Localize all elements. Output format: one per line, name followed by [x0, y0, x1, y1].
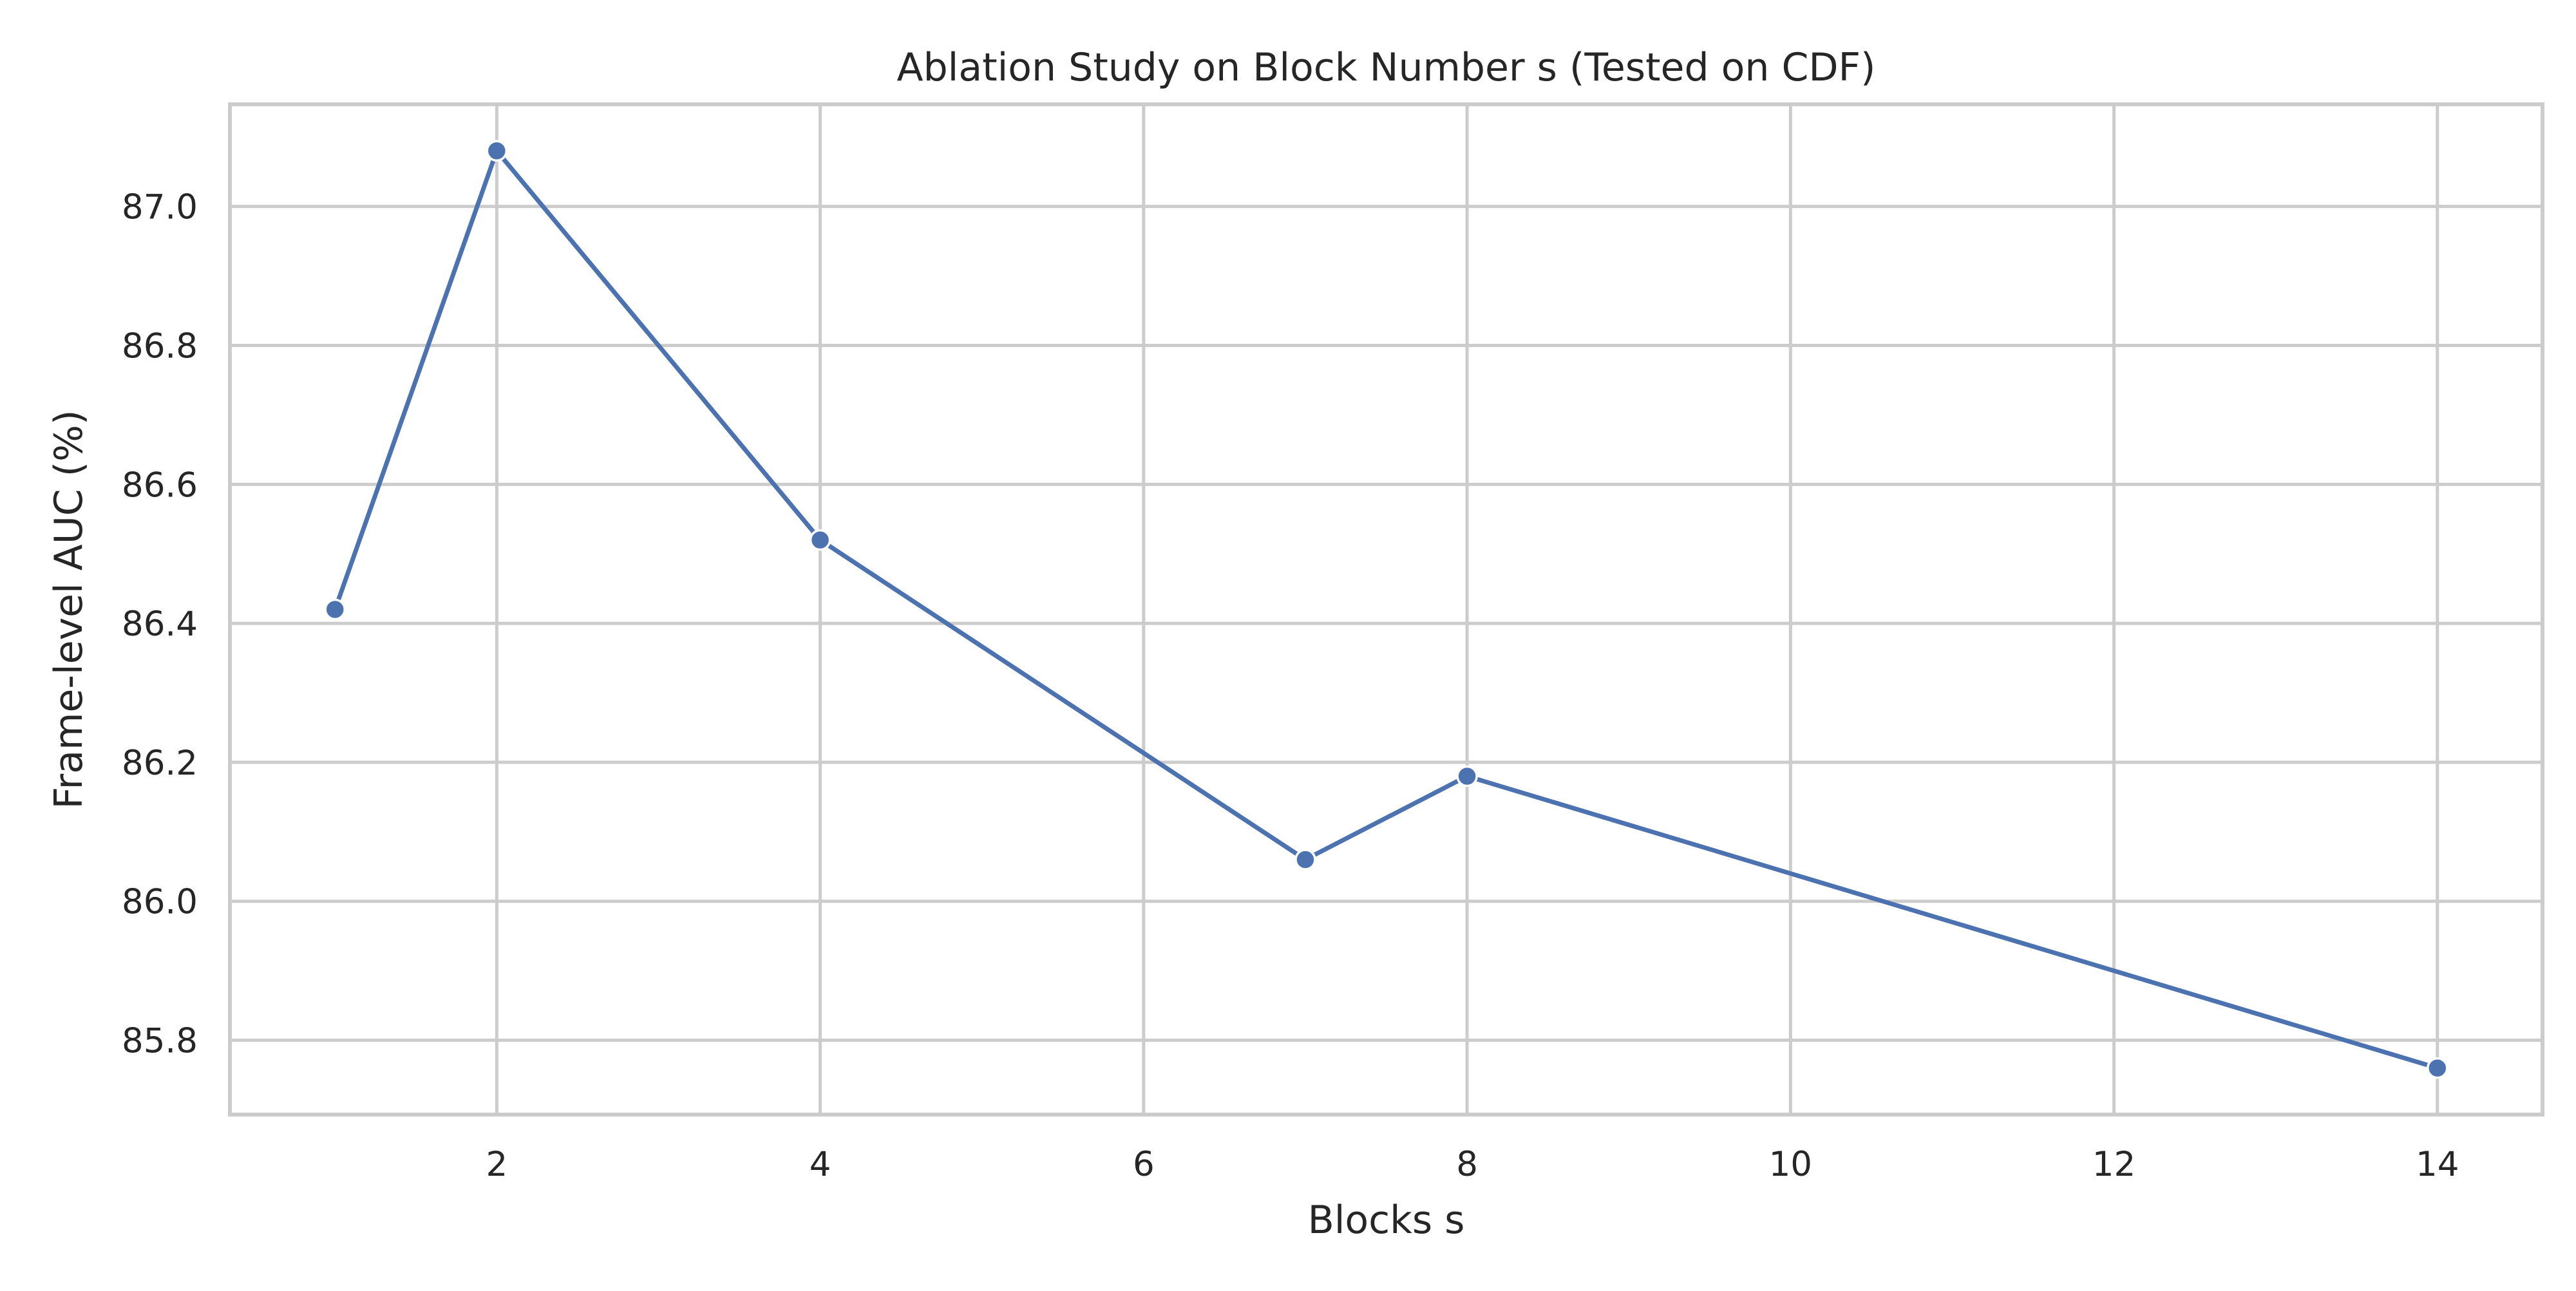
y-tick-label: 85.8 [122, 1022, 198, 1061]
y-axis-label: Frame-level AUC (%) [46, 410, 91, 809]
x-axis-label: Blocks s [1308, 1198, 1465, 1243]
x-tick-label: 8 [1456, 1145, 1478, 1184]
grid-lines [230, 104, 2543, 1115]
x-tick-label: 14 [2416, 1145, 2459, 1184]
x-tick-label: 10 [1769, 1145, 1812, 1184]
data-point [324, 598, 346, 621]
data-point [2427, 1057, 2448, 1079]
series-line [332, 148, 2440, 1071]
chart-title: Ablation Study on Block Number s (Tested… [897, 45, 1876, 90]
data-point [1294, 849, 1316, 871]
tick-labels: 2 4 6 8 10 12 14 85.8 86.0 86.2 86.4 86.6 86.8 87.0 [122, 188, 2459, 1184]
y-tick-label: 86.6 [122, 466, 198, 505]
data-point [1456, 765, 1478, 787]
data-point [809, 529, 831, 551]
x-tick-label: 2 [486, 1145, 507, 1184]
y-tick-label: 86.4 [122, 605, 198, 644]
y-tick-label: 86.2 [122, 744, 198, 783]
x-tick-label: 4 [810, 1145, 831, 1184]
series-layer [324, 140, 2448, 1079]
x-tick-label: 12 [2092, 1145, 2136, 1184]
data-point [486, 140, 508, 162]
y-tick-label: 86.8 [122, 326, 198, 366]
plot-frame [228, 102, 2544, 1117]
y-tick-label: 87.0 [122, 188, 198, 227]
x-tick-label: 6 [1133, 1145, 1155, 1184]
y-tick-label: 86.0 [122, 883, 198, 922]
